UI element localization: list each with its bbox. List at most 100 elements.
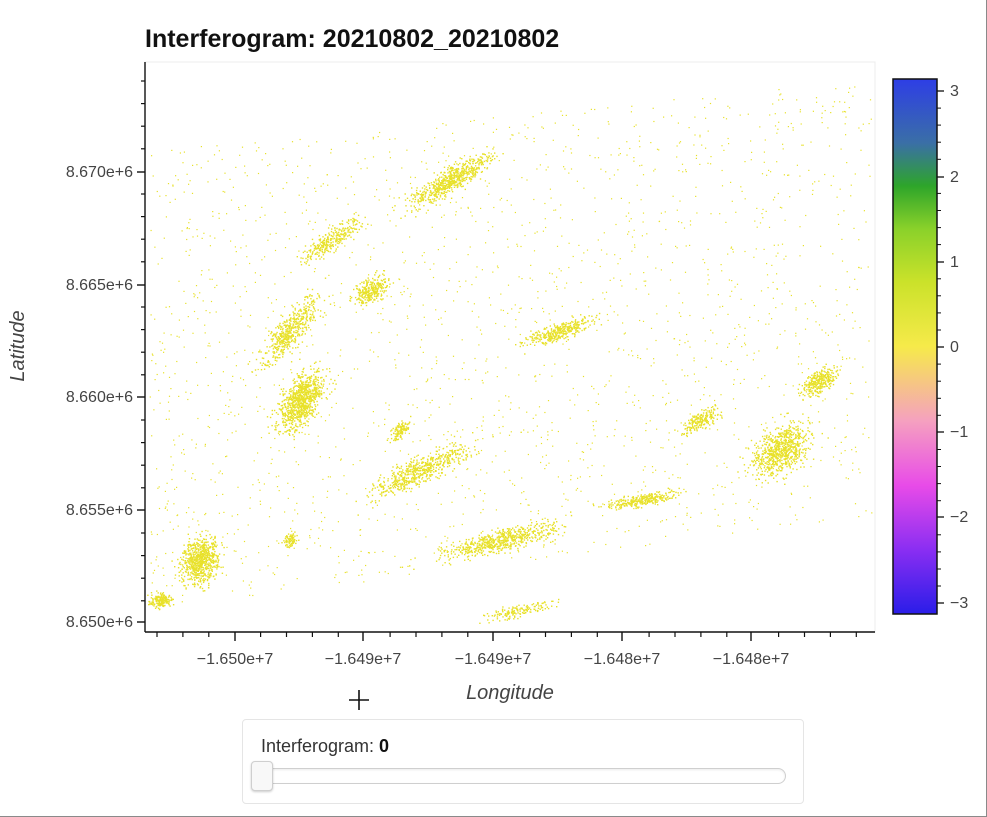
interferogram-pixel (326, 174, 328, 176)
interferogram-pixel (287, 555, 289, 557)
interferogram-pixel (168, 376, 171, 378)
interferogram-pixel (148, 600, 150, 603)
interferogram-pixel (565, 146, 567, 148)
interferogram-pixel (738, 477, 740, 479)
interferogram-pixel (157, 602, 159, 605)
interferogram-pixel (235, 365, 237, 367)
interferogram-pixel (199, 556, 201, 558)
interferogram-pixel (199, 557, 201, 560)
interferogram-pixel (186, 561, 188, 564)
interferogram-pixel (406, 328, 408, 330)
interferogram-pixel (291, 410, 293, 413)
interferogram-pixel (284, 247, 287, 249)
interferogram-pixel (296, 321, 298, 323)
interferogram-pixel (693, 357, 695, 359)
interferogram-pixel (293, 327, 295, 329)
interferogram-pixel (790, 122, 792, 125)
interferogram-pixel (302, 413, 305, 415)
interferogram-pixel (157, 596, 159, 598)
interferogram-pixel (200, 167, 202, 169)
interferogram-pixel (298, 321, 300, 323)
interferogram-pixel (651, 466, 654, 468)
interferogram-pixel (514, 304, 516, 306)
interferogram-pixel (178, 563, 180, 565)
interferogram-pixel (215, 311, 217, 313)
interferogram-pixel (763, 248, 765, 250)
interferogram-pixel (652, 107, 654, 109)
interferogram-pixel (307, 324, 310, 327)
interferogram-pixel (316, 404, 319, 406)
interferogram-pixel (197, 551, 200, 553)
interferogram-pixel (454, 180, 457, 183)
interferogram-pixel (166, 509, 168, 511)
interferogram-pixel (771, 318, 773, 320)
interferogram-pixel (330, 547, 332, 549)
interferogram-pixel (776, 273, 778, 275)
interferogram-pixel (365, 228, 367, 230)
interferogram-pixel (300, 413, 302, 416)
interferogram-pixel (160, 603, 162, 606)
interferogram-pixel (465, 168, 467, 171)
interferogram-pixel (209, 563, 211, 565)
interferogram-pixel (390, 296, 392, 298)
interferogram-pixel (167, 183, 170, 185)
interferogram-pixel (787, 174, 789, 176)
interferogram-pixel (215, 573, 217, 575)
interferogram-pixel (449, 268, 451, 270)
interferogram-pixel (595, 420, 597, 422)
interferogram-pixel (689, 224, 692, 226)
interferogram-pixel (201, 544, 204, 546)
interferogram-pixel (709, 102, 712, 105)
interferogram-pixel (416, 192, 418, 195)
interferogram-pixel (183, 290, 185, 292)
interferogram-pixel (212, 538, 215, 541)
interferogram-pixel (685, 171, 687, 173)
interferogram-pixel (162, 601, 164, 604)
interferogram-pixel (198, 574, 200, 577)
interferogram-pixel (303, 367, 305, 370)
interferogram-pixel (194, 573, 196, 575)
interferogram-pixel (561, 505, 563, 507)
interferogram-pixel (185, 561, 187, 564)
interferogram-pixel (442, 180, 445, 183)
interferogram-pixel (297, 410, 300, 413)
interferogram-pixel (195, 574, 197, 576)
interferogram-pixel (704, 452, 706, 454)
interferogram-pixel (211, 569, 213, 571)
interferogram-pixel (446, 540, 448, 542)
interferogram-pixel (442, 182, 444, 184)
interferogram-pixel (192, 473, 194, 475)
interferogram-pixel (507, 284, 510, 286)
interferogram-pixel (293, 446, 296, 449)
interferogram-pixel (203, 580, 206, 582)
interferogram-pixel (466, 454, 468, 456)
interferogram-pixel (596, 329, 598, 331)
interferogram-pixel (271, 364, 274, 366)
interferogram-pixel (297, 405, 299, 407)
interferogram-pixel (294, 322, 296, 324)
interferogram-pixel (448, 187, 450, 189)
interferogram-pixel (214, 536, 216, 539)
interferogram-pixel (194, 562, 197, 564)
interferogram-pixel (309, 316, 312, 318)
interferogram-pixel (282, 420, 285, 422)
interferogram-pixel (200, 562, 202, 564)
interferogram-pixel (286, 345, 289, 347)
interferogram-pixel (447, 190, 449, 192)
interferogram-pixel (424, 420, 426, 422)
interferogram-pixel (690, 419, 692, 421)
interferogram-pixel (296, 380, 298, 383)
interferogram-pixel (194, 556, 197, 558)
interferogram-pixel (765, 210, 767, 212)
interferogram-pixel (370, 332, 373, 334)
interferogram-pixel (287, 413, 290, 416)
interferogram-pixel (648, 499, 650, 501)
interferogram-pixel (285, 423, 287, 425)
interferogram-pixel (639, 146, 641, 148)
interferogram-pixel (443, 146, 445, 148)
interferogram-pixel (335, 402, 337, 404)
interferogram-pixel (301, 373, 303, 375)
interferogram-pixel (444, 175, 446, 177)
interferogram-pixel (296, 502, 298, 504)
interferogram-pixel (151, 594, 153, 596)
